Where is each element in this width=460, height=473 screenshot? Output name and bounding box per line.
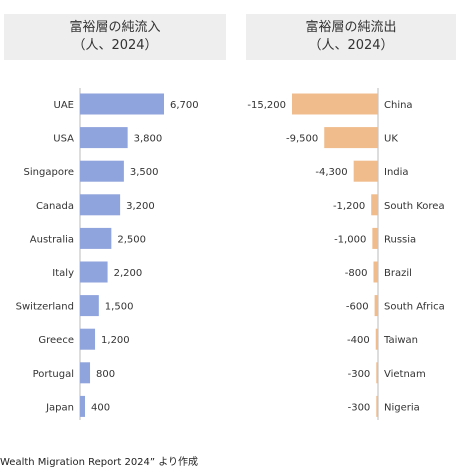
left-value-label-6: 1,500 (105, 302, 134, 313)
right-value-label-6: -600 (346, 302, 369, 313)
left-value-label-1: 3,800 (134, 134, 163, 145)
left-category-label-4: Australia (30, 234, 74, 245)
left-bar-3 (80, 194, 121, 216)
left-category-label-2: Singapore (24, 167, 74, 178)
right-value-label-9: -300 (348, 402, 371, 413)
left-bar-8 (80, 362, 91, 384)
left-bar-9 (80, 395, 86, 417)
right-category-label-3: South Korea (384, 201, 445, 212)
left-category-label-6: Switzerland (16, 302, 74, 313)
left-value-label-2: 3,500 (130, 167, 159, 178)
right-bar-0 (292, 93, 378, 115)
right-bar-6 (374, 295, 378, 317)
right-value-label-7: -400 (347, 335, 370, 346)
left-bar-6 (80, 295, 99, 317)
right-value-label-4: -1,000 (334, 234, 366, 245)
right-value-label-8: -300 (348, 369, 371, 380)
right-category-label-4: Russia (384, 234, 416, 245)
right-bar-9 (376, 395, 378, 417)
left-value-label-8: 800 (96, 369, 115, 380)
left-value-label-9: 400 (91, 402, 110, 413)
source-note: Wealth Migration Report 2024” より作成 (0, 457, 199, 468)
left-category-label-0: UAE (54, 100, 74, 111)
left-value-label-3: 3,200 (126, 201, 155, 212)
right-chart-title-box: 富裕層の純流出 （人、2024） (246, 14, 456, 60)
right-bar-7 (375, 328, 378, 350)
left-chart-title-box: 富裕層の純流入 （人、2024） (4, 14, 226, 60)
right-bar-1 (324, 127, 378, 149)
left-value-label-5: 2,200 (114, 268, 143, 279)
right-value-label-2: -4,300 (315, 167, 347, 178)
right-category-label-9: Nigeria (384, 402, 420, 413)
left-value-label-7: 1,200 (101, 335, 130, 346)
left-bar-5 (80, 261, 108, 283)
left-bar-0 (80, 93, 164, 115)
right-category-label-0: China (384, 100, 413, 111)
right-bar-8 (376, 362, 378, 384)
left-category-label-7: Greece (38, 335, 74, 346)
left-chart-subtitle: （人、2024） (72, 38, 158, 53)
right-category-label-1: UK (384, 134, 398, 145)
right-bar-5 (373, 261, 378, 283)
right-chart-subtitle: （人、2024） (308, 38, 394, 53)
right-category-label-7: Taiwan (383, 335, 418, 346)
right-value-label-1: -9,500 (286, 134, 318, 145)
left-category-label-3: Canada (36, 201, 74, 212)
right-bar-3 (371, 194, 378, 216)
left-bar-4 (80, 227, 112, 249)
left-category-label-8: Portugal (33, 369, 74, 380)
right-category-label-8: Vietnam (384, 369, 426, 380)
left-category-label-9: Japan (45, 402, 74, 413)
right-bar-2 (353, 160, 378, 182)
right-category-label-5: Brazil (384, 268, 412, 279)
right-bar-4 (372, 227, 378, 249)
left-value-label-4: 2,500 (117, 234, 146, 245)
left-bar-2 (80, 160, 124, 182)
right-value-label-0: -15,200 (247, 100, 286, 111)
left-category-label-5: Italy (52, 268, 74, 279)
left-chart-title: 富裕層の純流入 (69, 20, 161, 35)
left-value-label-0: 6,700 (170, 100, 199, 111)
right-chart-title: 富裕層の純流出 (305, 20, 397, 35)
left-bar-7 (80, 328, 96, 350)
right-category-label-6: South Africa (384, 302, 445, 313)
left-bar-1 (80, 127, 128, 149)
right-category-label-2: India (384, 167, 409, 178)
right-value-label-5: -800 (345, 268, 368, 279)
left-category-label-1: USA (53, 134, 74, 145)
right-value-label-3: -1,200 (333, 201, 365, 212)
